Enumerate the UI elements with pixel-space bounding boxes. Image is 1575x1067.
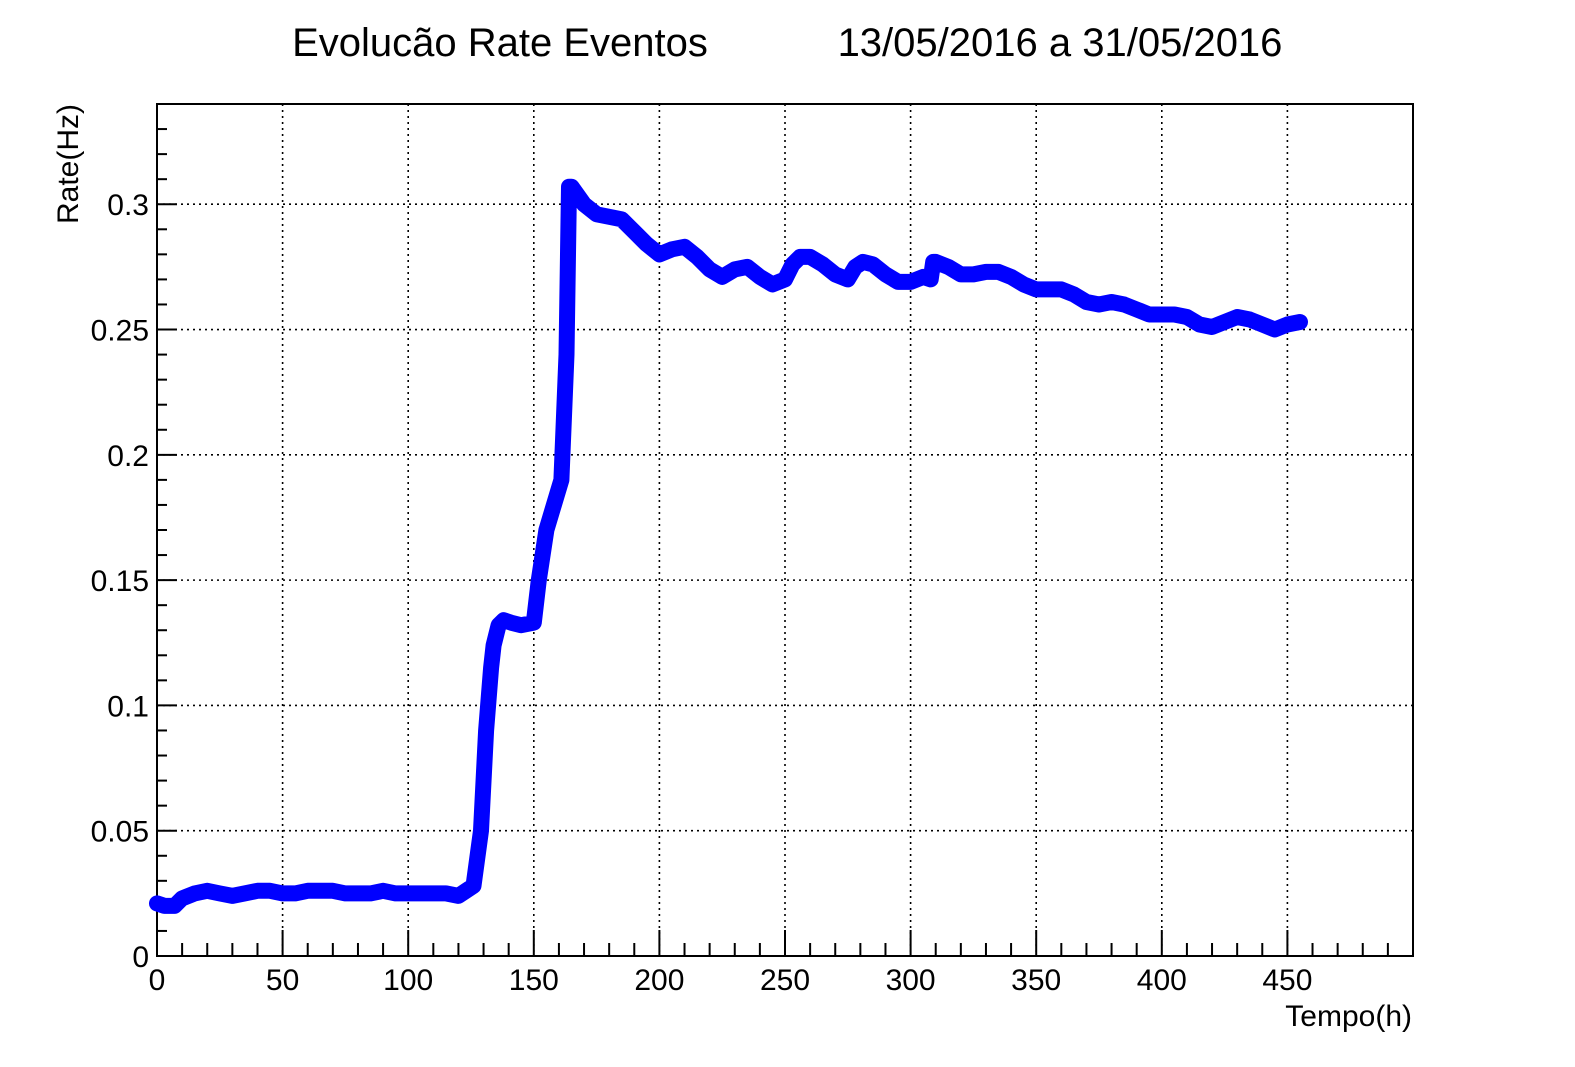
- x-tick-label: 350: [1011, 964, 1061, 997]
- y-tick-labels: 0 0.05 0.1 0.15 0.2 0.25 0.3: [91, 189, 149, 974]
- y-tick-label: 0.25: [91, 315, 149, 348]
- x-tick-label: 100: [383, 964, 433, 997]
- y-tick-label: 0.3: [107, 189, 149, 222]
- chart-subtitle: 13/05/2016 a 31/05/2016: [838, 21, 1283, 65]
- x-tick-label: 200: [634, 964, 684, 997]
- x-tick-labels: 0 50 100 150 200 250 300 350 400 450: [149, 964, 1313, 997]
- y-tick-label: 0: [132, 941, 149, 974]
- y-tick-label: 0.2: [107, 440, 149, 473]
- plot-frame: [156, 103, 1414, 957]
- x-axis-label: Tempo(h): [1285, 1000, 1412, 1033]
- x-tick-label: 0: [149, 964, 166, 997]
- series-line: [149, 178, 1308, 914]
- x-tick-label: 450: [1262, 964, 1312, 997]
- x-tick-label: 300: [886, 964, 936, 997]
- axis-ticks: [156, 103, 1414, 957]
- x-tick-label: 50: [266, 964, 299, 997]
- x-tick-label: 250: [760, 964, 810, 997]
- y-axis-label: Rate(Hz): [52, 104, 85, 224]
- chart-title: Evolucão Rate Eventos: [292, 21, 708, 65]
- y-tick-label: 0.1: [107, 690, 149, 723]
- series-layer: [149, 178, 1308, 914]
- x-tick-label: 400: [1137, 964, 1187, 997]
- y-tick-label: 0.15: [91, 565, 149, 598]
- x-tick-label: 150: [509, 964, 559, 997]
- y-tick-label: 0.05: [91, 816, 149, 849]
- grid: [157, 104, 1413, 956]
